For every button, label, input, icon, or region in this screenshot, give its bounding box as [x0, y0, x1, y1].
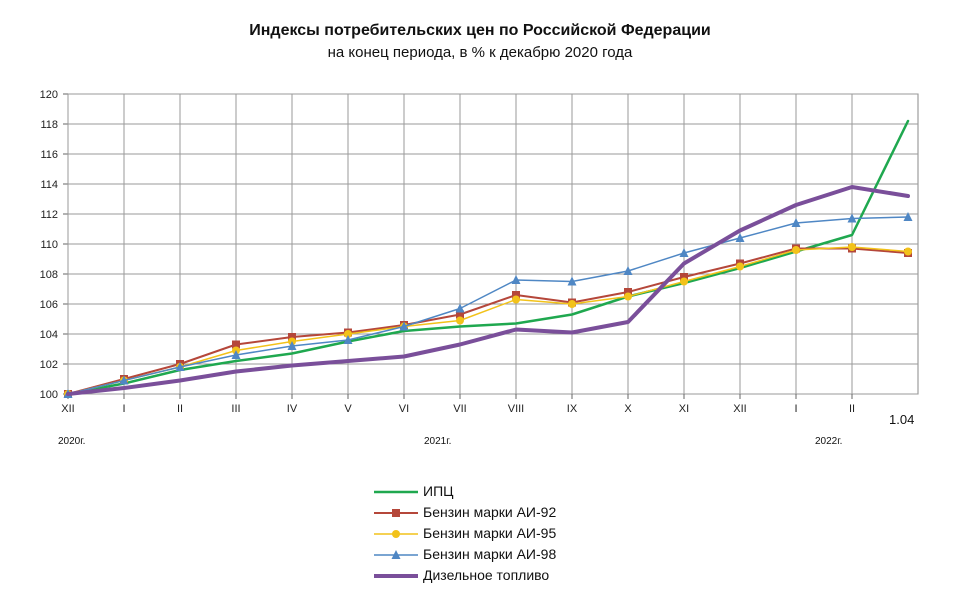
- year-label-2022: 2022г.: [815, 436, 843, 447]
- series-1-point-10: [624, 288, 632, 296]
- series-2-point-9: [568, 300, 576, 308]
- legend-swatch-ai98: [374, 550, 418, 559]
- series-2-point-15: [904, 247, 912, 256]
- series-2-point-10: [624, 292, 632, 301]
- series-2-point-13: [792, 246, 800, 254]
- series-1-point-3: [232, 340, 240, 349]
- x-tick-label: III: [231, 403, 240, 415]
- x-tick-label: XII: [61, 403, 74, 415]
- legend-label-cpi: ИПЦ: [423, 483, 454, 499]
- series-3-point-11: [679, 248, 689, 257]
- y-tick-label: 120: [40, 89, 58, 101]
- x-tick-label: II: [177, 403, 183, 415]
- x-tick-label: XI: [679, 403, 689, 415]
- series-3-point-4: [287, 341, 297, 350]
- series-1-point-4: [288, 333, 296, 341]
- series-2-point-8: [512, 295, 520, 304]
- series-line-4: [66, 185, 910, 396]
- y-tick-label: 102: [40, 359, 58, 371]
- series-3-point-12: [735, 233, 745, 242]
- x-tick-label: X: [624, 403, 632, 415]
- series-3-point-7: [455, 303, 465, 313]
- series-2-point-14: [848, 243, 856, 251]
- legend-label-ai92: Бензин марки АИ-92: [423, 504, 557, 520]
- series-3-point-1: [119, 375, 129, 385]
- x-tick-label: I: [794, 403, 797, 415]
- legend-swatch-ai95: [374, 530, 418, 538]
- x-tick-label: IV: [287, 403, 298, 415]
- year-label-2021: 2021г.: [424, 436, 452, 447]
- series-1-point-8: [512, 291, 520, 299]
- series-1-point-7: [456, 310, 464, 319]
- series-2-point-11: [680, 277, 688, 286]
- series-1-point-11: [680, 273, 688, 281]
- legend-swatch-cpi: [374, 490, 418, 494]
- series-3-point-2: [175, 362, 185, 371]
- series-3-point-3: [231, 350, 241, 359]
- x-tick-label: VII: [453, 403, 466, 415]
- y-tick-label: 110: [40, 239, 58, 251]
- series-3-point-10: [623, 266, 633, 275]
- series-3-point-5: [343, 335, 353, 344]
- series-line-0: [66, 119, 910, 396]
- series-3-point-9: [567, 276, 577, 286]
- chart-title: Индексы потребительских цен по Российско…: [249, 22, 711, 39]
- y-tick-label: 112: [40, 209, 58, 221]
- series-3-point-13: [791, 218, 801, 227]
- series-3-point-14: [847, 213, 857, 223]
- legend-swatch-ai92: [374, 509, 418, 517]
- series-2-point-7: [456, 316, 464, 325]
- x-tick-label: VI: [399, 403, 409, 415]
- legend-label-diesel: Дизельное топливо: [423, 567, 550, 583]
- x-tick-label: V: [344, 403, 352, 415]
- series-3-point-8: [511, 275, 521, 284]
- year-label-2020: 2020г.: [58, 436, 86, 447]
- legend-label-ai95: Бензин марки АИ-95: [423, 525, 557, 541]
- y-tick-label: 108: [40, 269, 58, 281]
- y-tick-label: 118: [40, 119, 58, 131]
- series-line-1: [67, 247, 909, 395]
- x-tick-label: VIII: [508, 403, 525, 415]
- y-tick-label: 106: [40, 299, 58, 311]
- x-tick-label: XII: [733, 403, 746, 415]
- y-tick-label: 104: [40, 329, 58, 341]
- series-2-point-12: [736, 262, 744, 271]
- series-line-2: [67, 246, 909, 395]
- legend-label-ai98: Бензин марки АИ-98: [423, 546, 557, 562]
- x-tick-label: IX: [567, 403, 578, 415]
- x-tick-label: I: [122, 403, 125, 415]
- series-3-point-6: [399, 321, 409, 331]
- series-line-3: [67, 216, 909, 395]
- y-tick-label: 100: [40, 389, 58, 401]
- legend-swatch-diesel: [374, 574, 418, 578]
- y-tick-label: 116: [40, 149, 58, 161]
- x-tick-label-last: 1.04: [889, 412, 915, 427]
- chart-subtitle: на конец периода, в % к декабрю 2020 год…: [327, 44, 633, 61]
- x-tick-label: II: [849, 403, 855, 415]
- series-3-point-15: [903, 212, 913, 221]
- y-tick-label: 114: [40, 179, 58, 191]
- series-2-point-5: [344, 330, 352, 338]
